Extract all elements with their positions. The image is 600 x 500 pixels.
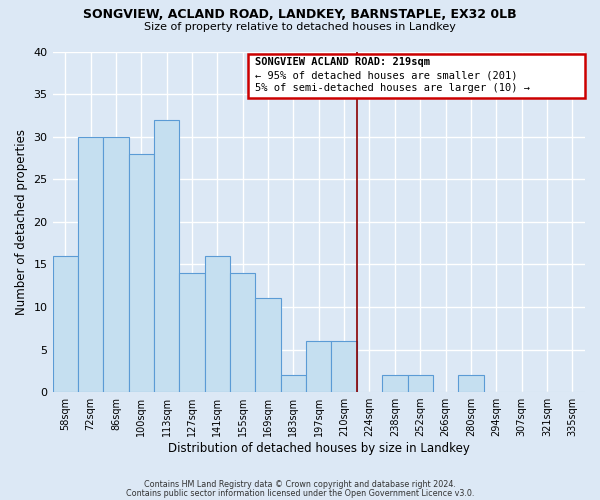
Text: SONGVIEW ACLAND ROAD: 219sqm: SONGVIEW ACLAND ROAD: 219sqm <box>256 56 430 66</box>
Bar <box>103 136 128 392</box>
Bar <box>179 273 205 392</box>
Bar <box>407 375 433 392</box>
Bar <box>53 256 78 392</box>
Bar <box>128 154 154 392</box>
Text: Contains public sector information licensed under the Open Government Licence v3: Contains public sector information licen… <box>126 488 474 498</box>
Bar <box>306 341 331 392</box>
Bar <box>205 256 230 392</box>
Bar <box>458 375 484 392</box>
Text: ← 95% of detached houses are smaller (201): ← 95% of detached houses are smaller (20… <box>256 70 518 80</box>
Text: Contains HM Land Registry data © Crown copyright and database right 2024.: Contains HM Land Registry data © Crown c… <box>144 480 456 489</box>
Bar <box>382 375 407 392</box>
Text: SONGVIEW, ACLAND ROAD, LANDKEY, BARNSTAPLE, EX32 0LB: SONGVIEW, ACLAND ROAD, LANDKEY, BARNSTAP… <box>83 8 517 20</box>
Bar <box>78 136 103 392</box>
FancyBboxPatch shape <box>248 54 585 98</box>
Bar <box>256 298 281 392</box>
Bar <box>154 120 179 392</box>
Bar <box>281 375 306 392</box>
Bar <box>331 341 357 392</box>
Bar <box>230 273 256 392</box>
X-axis label: Distribution of detached houses by size in Landkey: Distribution of detached houses by size … <box>168 442 470 455</box>
Text: 5% of semi-detached houses are larger (10) →: 5% of semi-detached houses are larger (1… <box>256 83 530 93</box>
Text: Size of property relative to detached houses in Landkey: Size of property relative to detached ho… <box>144 22 456 32</box>
Y-axis label: Number of detached properties: Number of detached properties <box>15 129 28 315</box>
